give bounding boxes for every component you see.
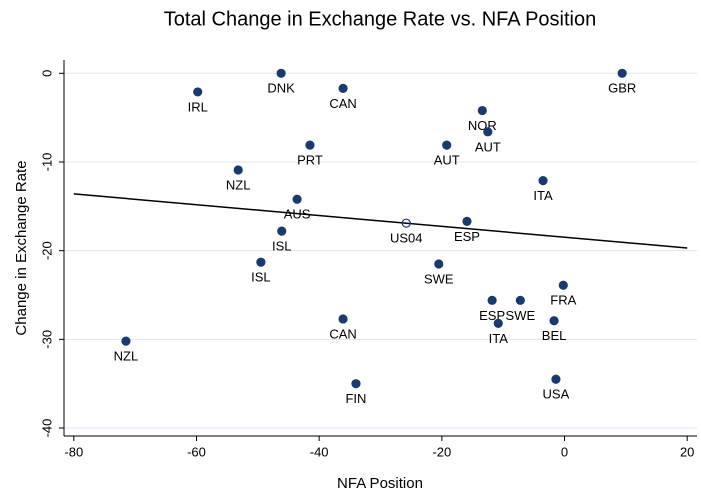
x-tick-label: -80 <box>64 444 83 459</box>
x-tick-label: -40 <box>310 444 329 459</box>
x-axis-title: NFA Position <box>337 475 423 492</box>
y-axis-title: Change in Exchange Rate <box>13 160 30 335</box>
point <box>487 295 497 305</box>
point-label: PRT <box>297 153 323 168</box>
point-label: AUT <box>434 153 460 168</box>
point <box>558 280 568 290</box>
point <box>549 316 559 326</box>
point <box>515 295 525 305</box>
point <box>276 68 286 78</box>
point <box>292 194 302 204</box>
point-label: USA <box>543 387 570 402</box>
x-tick-label: 20 <box>680 444 694 459</box>
point-label: NZL <box>114 349 139 364</box>
point-label: FIN <box>345 391 366 406</box>
point-label: IRL <box>188 99 208 114</box>
point <box>538 176 548 186</box>
y-tick-label: -30 <box>39 330 54 349</box>
y-tick-label: -40 <box>39 419 54 438</box>
point <box>351 379 361 389</box>
chart-title: Total Change in Exchange Rate vs. NFA Po… <box>164 8 596 30</box>
point-label: ESP <box>454 229 480 244</box>
y-tick-label: 0 <box>39 70 54 77</box>
point <box>401 218 411 228</box>
point-label: AUT <box>475 139 501 154</box>
x-tick-label: -20 <box>432 444 451 459</box>
point <box>277 226 287 236</box>
point <box>193 87 203 97</box>
point <box>551 374 561 384</box>
point <box>305 140 315 150</box>
point-label: DNK <box>267 81 295 96</box>
point-label: ITA <box>489 331 509 346</box>
point-label: ISL <box>272 239 292 254</box>
point-label: SWE <box>424 271 454 286</box>
y-tick-label: -20 <box>39 241 54 260</box>
x-tick-label: 0 <box>561 444 568 459</box>
point-label: ITA <box>533 188 553 203</box>
point <box>462 216 472 226</box>
point <box>617 68 627 78</box>
point <box>483 127 493 137</box>
point-label: SWE <box>506 308 536 323</box>
point-label: ISL <box>251 270 271 285</box>
point <box>434 259 444 269</box>
point <box>338 83 348 93</box>
point <box>256 257 266 267</box>
point-label: CAN <box>329 96 356 111</box>
point-label: GBR <box>608 81 636 96</box>
point-label: AUS <box>284 207 311 222</box>
point <box>442 140 452 150</box>
point-label: CAN <box>329 326 356 341</box>
fit-line <box>73 193 688 249</box>
point-label: FRA <box>550 293 576 308</box>
point <box>121 336 131 346</box>
point-label: BEL <box>542 328 567 343</box>
point <box>477 105 487 116</box>
y-tick-label: -10 <box>39 153 54 172</box>
x-tick-label: -60 <box>187 444 206 459</box>
point <box>233 165 243 175</box>
point <box>338 314 348 324</box>
point-label: NZL <box>226 177 251 192</box>
point <box>493 318 503 328</box>
point-label: US04 <box>390 231 423 246</box>
point-label: NOR <box>468 118 497 133</box>
